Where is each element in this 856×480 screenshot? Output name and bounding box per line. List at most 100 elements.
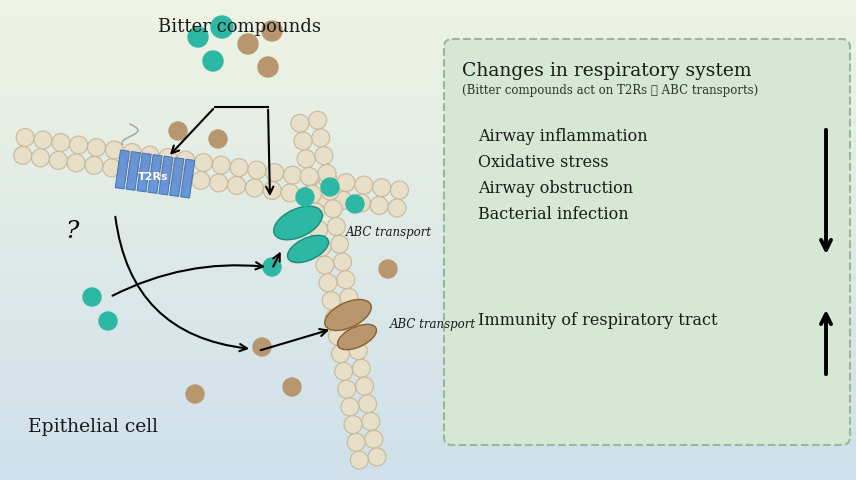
Circle shape bbox=[139, 165, 157, 182]
Circle shape bbox=[317, 190, 335, 207]
Bar bbox=[0, 283, 856, 286]
Circle shape bbox=[283, 167, 301, 185]
Circle shape bbox=[353, 360, 371, 378]
Circle shape bbox=[372, 179, 390, 197]
Bar bbox=[0, 403, 856, 406]
Bar bbox=[0, 185, 856, 187]
Bar bbox=[0, 360, 856, 362]
Bar bbox=[0, 314, 856, 317]
Bar bbox=[0, 26, 856, 29]
Circle shape bbox=[157, 167, 175, 185]
Bar bbox=[0, 298, 856, 300]
Bar bbox=[0, 130, 856, 132]
Circle shape bbox=[368, 448, 386, 466]
Bar bbox=[0, 12, 856, 14]
Bar bbox=[0, 401, 856, 403]
Bar bbox=[0, 14, 856, 17]
Text: Airway obstruction: Airway obstruction bbox=[478, 180, 633, 197]
Circle shape bbox=[283, 378, 301, 396]
Bar bbox=[0, 7, 856, 10]
Bar bbox=[0, 218, 856, 221]
Circle shape bbox=[346, 324, 364, 342]
Bar bbox=[0, 151, 856, 154]
Text: (Bitter compounds act on T2Rs 、 ABC transports): (Bitter compounds act on T2Rs 、 ABC tran… bbox=[462, 84, 758, 97]
Bar bbox=[0, 96, 856, 98]
Bar bbox=[0, 276, 856, 278]
Bar bbox=[0, 202, 856, 204]
Bar bbox=[0, 103, 856, 106]
Bar bbox=[0, 86, 856, 89]
Circle shape bbox=[264, 182, 282, 200]
Bar bbox=[0, 110, 856, 113]
Circle shape bbox=[362, 413, 380, 431]
Bar bbox=[137, 154, 152, 192]
Bar bbox=[0, 353, 856, 355]
Bar bbox=[0, 204, 856, 206]
Bar bbox=[0, 434, 856, 437]
Bar bbox=[0, 343, 856, 346]
Text: ?: ? bbox=[65, 220, 79, 243]
Bar bbox=[0, 149, 856, 151]
Bar bbox=[0, 230, 856, 233]
Bar bbox=[0, 67, 856, 70]
Circle shape bbox=[303, 186, 321, 204]
Circle shape bbox=[315, 147, 333, 165]
Ellipse shape bbox=[288, 236, 329, 263]
Circle shape bbox=[306, 204, 324, 221]
Circle shape bbox=[67, 155, 85, 172]
Bar bbox=[0, 41, 856, 43]
Circle shape bbox=[321, 183, 339, 201]
Bar bbox=[0, 475, 856, 478]
Circle shape bbox=[337, 174, 355, 192]
Bar bbox=[0, 115, 856, 118]
Bar bbox=[0, 437, 856, 439]
Circle shape bbox=[34, 132, 52, 150]
Bar bbox=[0, 226, 856, 228]
Bar bbox=[148, 155, 162, 194]
Bar bbox=[0, 55, 856, 58]
Bar bbox=[0, 451, 856, 454]
Circle shape bbox=[297, 150, 315, 168]
Bar bbox=[0, 182, 856, 185]
Bar bbox=[0, 389, 856, 391]
Bar bbox=[0, 295, 856, 298]
Bar bbox=[0, 118, 856, 120]
Bar bbox=[0, 463, 856, 466]
Circle shape bbox=[350, 451, 368, 469]
Bar bbox=[0, 98, 856, 101]
Bar bbox=[126, 152, 140, 191]
Circle shape bbox=[262, 22, 282, 42]
Circle shape bbox=[329, 327, 347, 345]
Bar bbox=[0, 247, 856, 250]
Bar bbox=[0, 338, 856, 341]
Circle shape bbox=[87, 139, 105, 157]
Circle shape bbox=[192, 172, 210, 190]
Bar bbox=[0, 82, 856, 84]
Bar bbox=[0, 221, 856, 223]
Bar bbox=[0, 442, 856, 444]
Bar bbox=[0, 173, 856, 175]
Bar bbox=[0, 254, 856, 257]
Bar bbox=[0, 362, 856, 365]
Text: ABC transport: ABC transport bbox=[390, 318, 476, 331]
Circle shape bbox=[359, 395, 377, 413]
Bar bbox=[0, 286, 856, 288]
Bar bbox=[0, 62, 856, 65]
Circle shape bbox=[335, 363, 353, 381]
Circle shape bbox=[294, 133, 312, 151]
Bar bbox=[0, 398, 856, 401]
Circle shape bbox=[123, 144, 141, 162]
Circle shape bbox=[176, 152, 194, 170]
Bar bbox=[0, 415, 856, 418]
Circle shape bbox=[174, 169, 192, 188]
Bar bbox=[0, 223, 856, 226]
Circle shape bbox=[327, 218, 345, 236]
Circle shape bbox=[348, 433, 366, 451]
Circle shape bbox=[335, 192, 353, 210]
Bar bbox=[0, 206, 856, 209]
Bar bbox=[0, 228, 856, 230]
Text: Bacterial infection: Bacterial infection bbox=[478, 205, 628, 223]
Ellipse shape bbox=[324, 300, 372, 331]
Bar bbox=[0, 420, 856, 422]
Bar bbox=[0, 72, 856, 74]
